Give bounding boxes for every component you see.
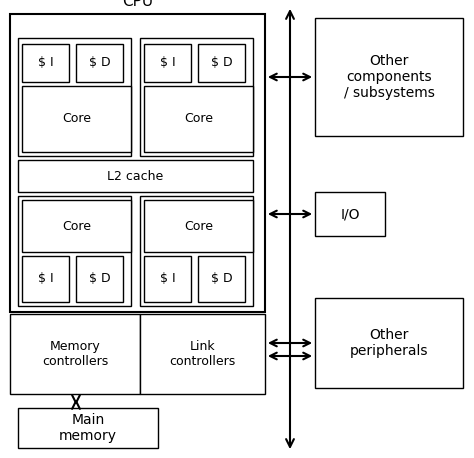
Bar bbox=[144, 200, 253, 252]
Text: $ I: $ I bbox=[160, 56, 175, 70]
Bar bbox=[18, 160, 253, 192]
Bar bbox=[10, 314, 140, 394]
Bar bbox=[198, 44, 245, 82]
Text: Core: Core bbox=[184, 113, 213, 125]
Text: $ D: $ D bbox=[210, 56, 232, 70]
Bar bbox=[140, 314, 265, 394]
Text: CPU: CPU bbox=[122, 0, 153, 10]
Text: Other
peripherals: Other peripherals bbox=[350, 328, 428, 358]
Bar bbox=[22, 86, 131, 152]
Text: Other
components
/ subsystems: Other components / subsystems bbox=[344, 54, 435, 100]
Bar bbox=[76, 44, 123, 82]
Text: L2 cache: L2 cache bbox=[108, 169, 164, 182]
Bar bbox=[315, 192, 385, 236]
Bar bbox=[18, 196, 131, 306]
Bar bbox=[22, 44, 69, 82]
Bar bbox=[144, 256, 191, 302]
Bar bbox=[22, 256, 69, 302]
Bar bbox=[10, 14, 265, 312]
Text: $ D: $ D bbox=[89, 56, 110, 70]
Bar bbox=[144, 86, 253, 152]
Text: Memory
controllers: Memory controllers bbox=[42, 340, 108, 368]
Text: Core: Core bbox=[62, 219, 91, 233]
Bar bbox=[144, 44, 191, 82]
Text: $ D: $ D bbox=[89, 273, 110, 285]
Text: I/O: I/O bbox=[340, 207, 360, 221]
Bar bbox=[140, 196, 253, 306]
Text: $ D: $ D bbox=[210, 273, 232, 285]
Text: Core: Core bbox=[62, 113, 91, 125]
Bar bbox=[140, 38, 253, 156]
Bar bbox=[315, 18, 463, 136]
Bar bbox=[315, 298, 463, 388]
Bar bbox=[198, 256, 245, 302]
Bar bbox=[76, 256, 123, 302]
Text: Core: Core bbox=[184, 219, 213, 233]
Text: $ I: $ I bbox=[160, 273, 175, 285]
Bar bbox=[22, 200, 131, 252]
Text: Link
controllers: Link controllers bbox=[169, 340, 236, 368]
Text: $ I: $ I bbox=[38, 56, 53, 70]
Bar bbox=[18, 38, 131, 156]
Text: $ I: $ I bbox=[38, 273, 53, 285]
Bar bbox=[18, 408, 158, 448]
Text: Main
memory: Main memory bbox=[59, 413, 117, 443]
